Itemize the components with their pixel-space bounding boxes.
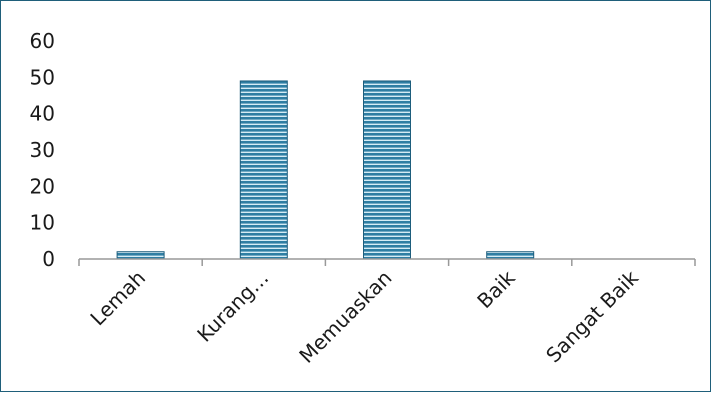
y-tick-label: 0 [42, 247, 55, 271]
y-axis-tick-labels: 0 10 20 30 40 50 60 [30, 29, 55, 271]
x-category-label: Baik [472, 265, 520, 313]
x-axis [78, 258, 696, 266]
bar-1 [239, 80, 288, 260]
y-tick-label: 50 [30, 65, 55, 89]
x-axis-category-labels: Lemah Kurang… Memuaskan Baik Sangat Baik [85, 265, 643, 368]
y-tick-label: 40 [30, 102, 55, 126]
y-tick-label: 30 [30, 138, 55, 162]
y-tick-label: 20 [30, 174, 55, 198]
x-category-label: Memuaskan [294, 266, 396, 368]
bar-3 [486, 251, 535, 260]
x-category-label: Lemah [85, 266, 150, 331]
y-tick-label: 60 [30, 29, 55, 53]
bars-group [116, 80, 535, 260]
bar-2 [363, 80, 411, 260]
y-tick-label: 10 [30, 211, 55, 235]
bar-0 [116, 251, 165, 260]
x-category-label: Sangat Baik [541, 265, 643, 367]
x-category-label: Kurang… [192, 266, 273, 347]
